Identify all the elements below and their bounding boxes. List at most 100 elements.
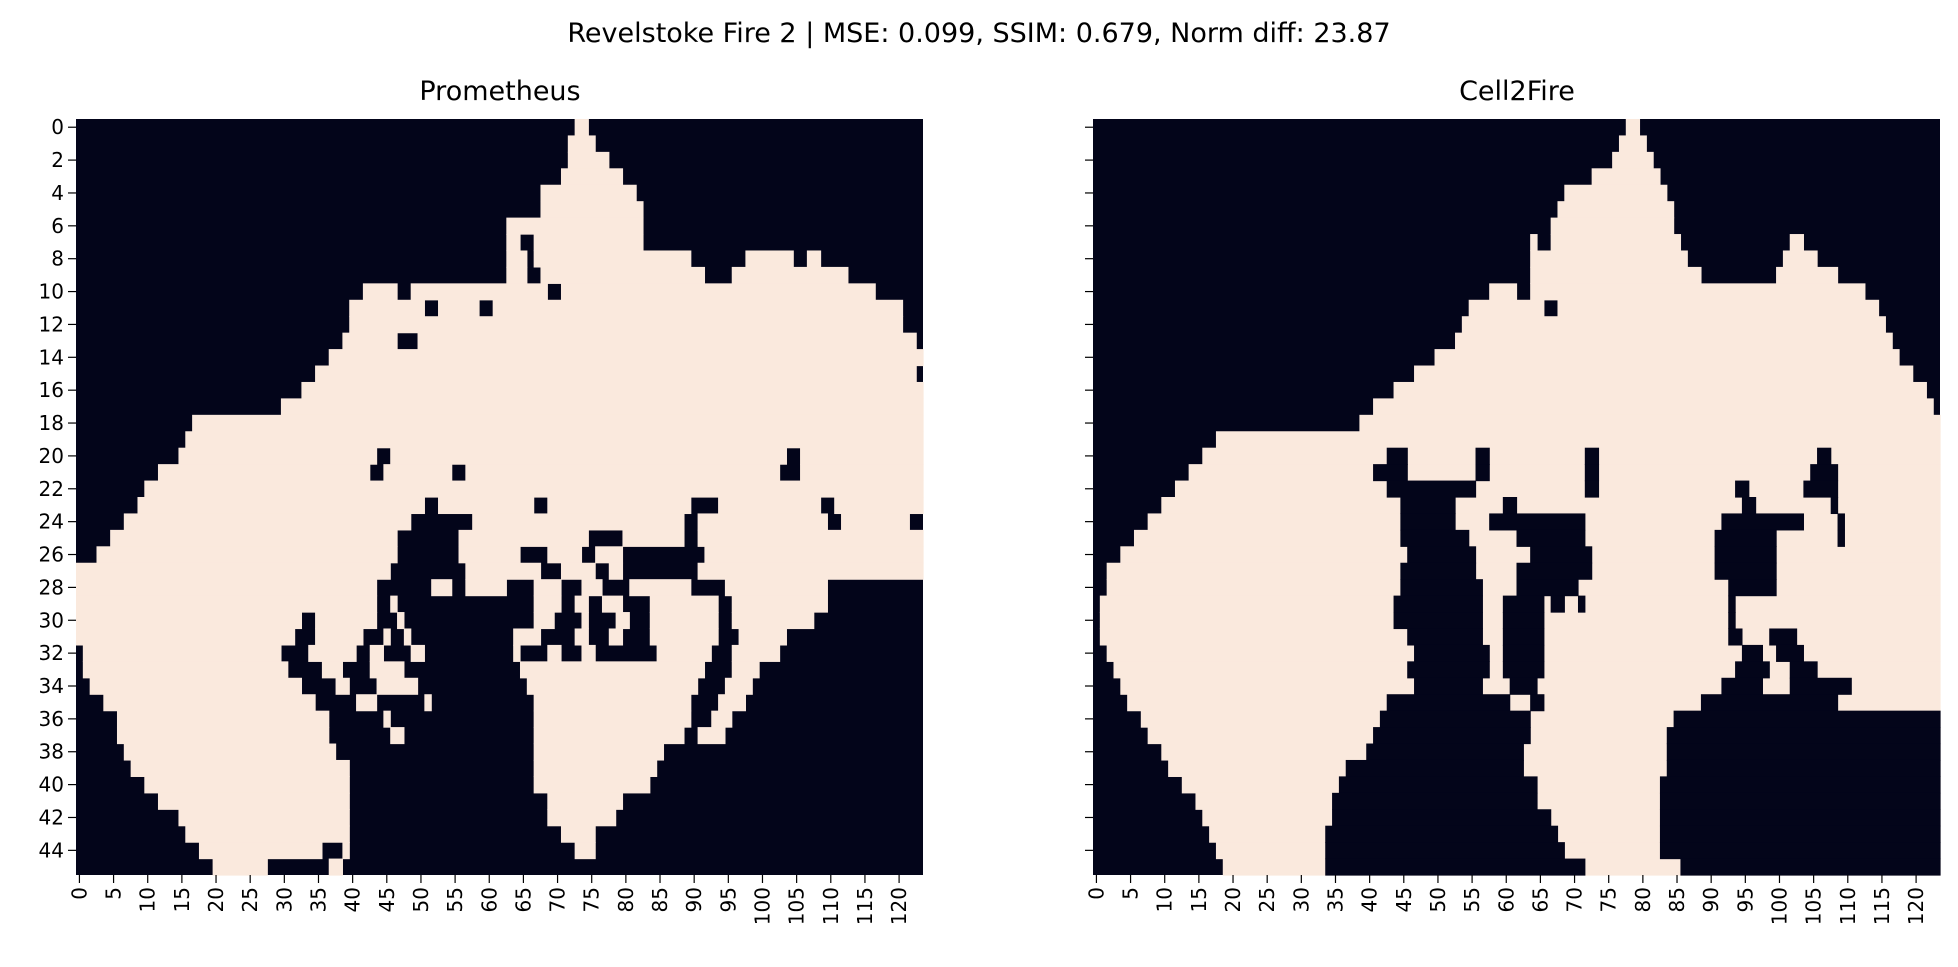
heatmap-cell-run [1489, 513, 1586, 531]
y-tick-label: 44 [39, 838, 64, 862]
x-tick-label: 85 [1665, 887, 1689, 912]
heatmap-cell-run [547, 792, 624, 810]
x-tick-label: 55 [1460, 887, 1484, 912]
heatmap-cell-run [1400, 497, 1456, 515]
heatmap-cell-run [608, 562, 624, 580]
heatmap-cell-run [1714, 546, 1777, 564]
heatmap-cell-run [1659, 809, 1941, 827]
heatmap-cell-run [1673, 710, 1941, 728]
heatmap-cell-run [315, 612, 378, 630]
heatmap-cell-run [1366, 743, 1524, 761]
heatmap-cell-run [1379, 710, 1531, 728]
heatmap-cell2fire [1093, 119, 1941, 876]
heatmap-cell-run [629, 579, 692, 597]
heatmap-cell-run [547, 809, 617, 827]
heatmap-cell-run [1373, 727, 1531, 745]
x-tick-label: 5 [102, 887, 126, 900]
heatmap-cell-run [472, 513, 685, 531]
y-tick-label: 38 [39, 740, 64, 764]
heatmap-cell-run [390, 727, 405, 745]
heatmap-cell-run [1550, 234, 1682, 252]
heatmap-cell-run [1325, 842, 1565, 860]
heatmap-cell-run [1502, 628, 1545, 646]
heatmap-cell-run [574, 119, 589, 137]
heatmap-cell-run [1714, 562, 1777, 580]
heatmap-cell-run [1810, 464, 1839, 482]
heatmap-cell-run [1502, 497, 1518, 515]
x-tick-label: 35 [306, 887, 330, 912]
heatmap-cell-run [1530, 266, 1702, 284]
heatmap-cell-run [1721, 677, 1763, 695]
heatmap-cell-run [560, 283, 876, 301]
heatmap-cell-run [1468, 299, 1545, 317]
heatmap-cell-run [157, 464, 371, 482]
heatmap-cell-run [1386, 447, 1408, 465]
heatmap-cell-run [581, 612, 589, 630]
y-tick-label: 24 [39, 510, 64, 534]
heatmap-cell-run [1776, 266, 1839, 284]
y-tick-label: 28 [39, 575, 64, 599]
heatmap-cell-run [533, 612, 555, 630]
heatmap-cell-run [315, 628, 364, 646]
heatmap-cell-run [1550, 217, 1675, 235]
heatmap-cell-run [1557, 201, 1675, 219]
heatmap-cell-run [362, 283, 398, 301]
heatmap-cell-run [540, 184, 637, 202]
y-tick-label: 8 [51, 247, 64, 271]
heatmap-cell-run [1659, 825, 1941, 843]
heatmap-cell-run [1373, 398, 1934, 416]
heatmap-cell-run [1666, 759, 1941, 777]
heatmap-cell-run [1837, 529, 1845, 547]
y-tick-label: 30 [39, 608, 64, 632]
heatmap-cell-run [1475, 447, 1490, 465]
heatmap-cell-run [185, 825, 350, 843]
heatmap-cell-run [560, 562, 596, 580]
heatmap-cell-run [506, 217, 644, 235]
heatmap-cell-run [649, 628, 719, 646]
heatmap-cell-run [1359, 414, 1941, 432]
x-tick-label: 120 [887, 887, 911, 925]
heatmap-cell-run [1700, 694, 1839, 712]
heatmap-cell-run [123, 743, 337, 761]
heatmap-cell-run [718, 694, 746, 712]
heatmap-cell-run [342, 332, 398, 350]
heatmap-cell-run [567, 151, 610, 169]
heatmap-cell-run [390, 595, 398, 613]
x-tick-label: 25 [1255, 887, 1279, 912]
heatmap-cell-run [533, 250, 692, 268]
x-tick-label: 75 [1597, 887, 1621, 912]
heatmap-cell-run [178, 447, 378, 465]
y-tick-label: 10 [39, 280, 64, 304]
heatmap-cell-run [1400, 513, 1456, 531]
x-tick-label: 70 [1563, 887, 1587, 912]
heatmap-cell-run [560, 825, 596, 843]
heatmap-cell-run [1345, 759, 1524, 777]
x-tick-label: 100 [1767, 887, 1791, 925]
heatmap-cell-run [1400, 562, 1477, 580]
heatmap-cell-run [137, 497, 425, 515]
x-tick-label: 100 [750, 887, 774, 925]
x-tick-label: 10 [1153, 887, 1177, 912]
heatmap-cell-run [1776, 644, 1804, 662]
y-tick-label: 4 [51, 181, 64, 205]
heatmap-cell-run [178, 809, 350, 827]
x-tick-label: 65 [1528, 887, 1552, 912]
heatmap-cell-run [96, 546, 398, 564]
heatmap-cell-run [574, 842, 596, 860]
heatmap-cell-run [1161, 497, 1941, 515]
figure-suptitle: Revelstoke Fire 2 | MSE: 0.099, SSIM: 0.… [567, 18, 1390, 49]
heatmap-cell-run [403, 628, 412, 646]
y-axis-ticks-prometheus: 0246810121416182022242628303234363840424… [39, 115, 76, 862]
y-tick-label: 22 [39, 477, 64, 501]
heatmap-cell-run [731, 595, 828, 613]
heatmap-cell-run [1414, 677, 1483, 695]
y-axis-ticks-cell2fire [1085, 126, 1093, 851]
x-tick-label: 95 [1733, 887, 1757, 912]
heatmap-cell-run [1530, 546, 1593, 564]
y-tick-label: 34 [39, 674, 64, 698]
heatmap-cell-run [376, 677, 419, 695]
heatmap-cell-run [1728, 612, 1736, 630]
heatmap-cell-run [192, 414, 924, 432]
heatmap-cell-run [1680, 858, 1941, 876]
